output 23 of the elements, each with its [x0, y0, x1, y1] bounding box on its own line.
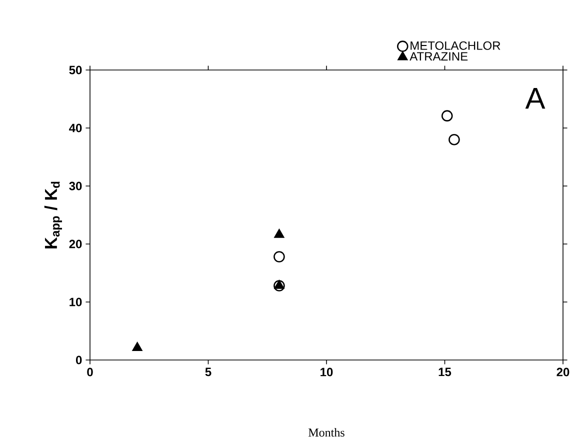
point [274, 251, 285, 262]
y-tick-label: 50 [69, 66, 82, 74]
y-tick-label: 0 [76, 356, 82, 364]
point [274, 229, 284, 238]
point [132, 342, 142, 351]
legend-label: METOLACHLOR [410, 41, 500, 50]
x-axis-title: Months [308, 428, 344, 437]
x-tick-label: 20 [556, 368, 570, 376]
x-tick-label: 10 [320, 368, 333, 376]
y-tick-label: 30 [69, 182, 82, 190]
x-tick-label: 0 [87, 368, 93, 376]
x-tick-label: 15 [438, 368, 452, 376]
point [274, 280, 285, 292]
y-tick-label: 10 [70, 298, 82, 306]
legend-label: ATRAZINE [410, 52, 468, 61]
x-tick-label: 5 [205, 368, 212, 376]
y-tick-label: 20 [69, 240, 82, 248]
point [274, 280, 284, 289]
annotation: A [525, 88, 546, 109]
point [441, 110, 453, 122]
point [448, 134, 460, 146]
y-tick-label: 40 [69, 124, 82, 132]
y-axis-title: K$_{app}$ / K$_{d}$ [44, 182, 62, 248]
